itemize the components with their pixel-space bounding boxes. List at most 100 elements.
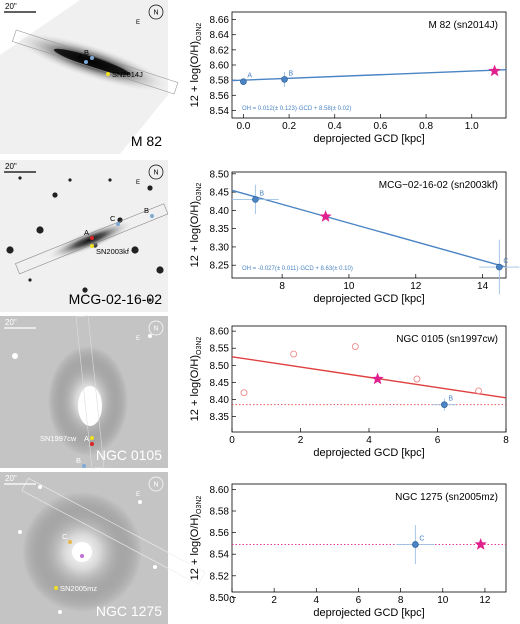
y-tick-label: 8.55 xyxy=(210,344,230,355)
data-point xyxy=(281,76,288,83)
data-point-label: B xyxy=(289,70,294,77)
compass-east-label: E xyxy=(136,20,140,26)
x-tick-label: 1.0 xyxy=(465,121,479,132)
star xyxy=(18,530,22,534)
marker-label: A xyxy=(74,546,79,555)
data-point xyxy=(412,541,419,548)
x-tick-label: 14 xyxy=(477,281,489,292)
x-tick-label: 8 xyxy=(503,435,509,446)
star xyxy=(138,500,142,504)
slit xyxy=(15,203,169,275)
chart-title: M 82 (sn2014J) xyxy=(429,20,498,31)
marker-label: A xyxy=(78,52,83,61)
chart-2: 8 10 12 14 8.25 8.30 8.35 8.40 8.45 8.50 deproject… xyxy=(189,169,520,305)
open-point xyxy=(413,375,421,383)
star xyxy=(18,176,22,180)
data-point-label: C xyxy=(503,258,508,265)
marker-a xyxy=(84,60,88,64)
y-tick-label: 8.45 xyxy=(210,378,230,389)
x-tick-label: 12 xyxy=(410,281,422,292)
marker-label: A xyxy=(84,228,89,237)
image-mask xyxy=(120,95,168,154)
star xyxy=(12,353,18,359)
y-axis-label: 12 + log(O/H)O3N2 xyxy=(189,496,203,581)
compass-north-label: N xyxy=(154,170,159,177)
data-point xyxy=(252,196,259,203)
star xyxy=(153,565,157,569)
compass-north-label: N xyxy=(154,326,159,333)
data-point xyxy=(240,78,247,85)
supernova-star-icon xyxy=(474,538,487,550)
y-axis-label: 12 + log(O/H)O3N2 xyxy=(189,337,203,422)
x-tick-label: 12 xyxy=(479,595,491,606)
chart-3: 0 2 4 6 8 8.35 8.40 8.45 8.50 8.55 8.60 deprojected… xyxy=(189,325,509,459)
compass-east-label: E xyxy=(136,492,140,498)
x-tick-label: 0.4 xyxy=(328,121,342,132)
data-point xyxy=(496,263,503,271)
chart-title: NGC 0105 (sn1997cw) xyxy=(396,334,498,345)
plot-frame xyxy=(231,171,507,279)
y-tick-label: 8.50 xyxy=(210,169,230,180)
y-tick-label: 8.64 xyxy=(210,30,230,41)
marker-label: C xyxy=(62,532,68,541)
data-point-label: C xyxy=(419,535,424,542)
x-tick-label: 6 xyxy=(435,435,441,446)
galaxy-label: NGC 0105 xyxy=(96,447,162,463)
open-point xyxy=(240,389,248,397)
data-point xyxy=(441,401,448,408)
x-axis-label: deprojected GCD [kpc] xyxy=(313,133,424,145)
y-tick-label: 8.50 xyxy=(210,593,230,604)
x-tick-label: 0 xyxy=(229,435,235,446)
marker-c xyxy=(116,222,120,226)
x-axis-label: deprojected GCD [kpc] xyxy=(313,447,424,459)
y-tick-label: 8.52 xyxy=(210,571,230,582)
galaxy-core xyxy=(78,386,102,426)
marker-sn2003kf xyxy=(90,244,94,248)
compass-east-label: E xyxy=(136,180,140,186)
slit xyxy=(75,315,105,469)
x-axis-label: deprojected GCD [kpc] xyxy=(313,293,424,305)
marker-a xyxy=(90,442,94,446)
x-tick-label: 4 xyxy=(366,435,372,446)
marker-label: B xyxy=(144,206,149,215)
x-tick-label: 8 xyxy=(398,595,404,606)
supernova-star-icon xyxy=(319,210,332,222)
y-tick-label: 8.50 xyxy=(210,361,230,372)
galaxy-label: NGC 1275 xyxy=(96,603,162,619)
marker-label: SN2005mz xyxy=(60,584,97,593)
y-tick-label: 8.62 xyxy=(210,45,230,56)
galaxy-image-1: 20" N E BA SN2014J M 82 xyxy=(0,0,179,154)
open-point xyxy=(290,350,298,358)
x-tick-label: 0.2 xyxy=(282,121,296,132)
plot-frame xyxy=(231,483,507,593)
x-tick-label: 0.0 xyxy=(236,121,250,132)
y-tick-label: 8.30 xyxy=(210,242,230,253)
open-point xyxy=(351,343,359,350)
marker-label: A xyxy=(84,434,89,443)
marker-label: SN2014J xyxy=(112,70,143,79)
marker-sn2005mz xyxy=(54,586,58,590)
marker-label: B xyxy=(76,456,81,465)
y-tick-label: 8.60 xyxy=(210,61,230,72)
supernova-star-icon xyxy=(488,64,501,77)
fit-equation: OH = -0.027(± 0.011)·GCD + 8.63(± 0.10) xyxy=(242,266,353,272)
star xyxy=(117,217,123,223)
y-tick-label: 8.56 xyxy=(210,528,230,539)
marker-b xyxy=(82,464,86,468)
marker-label: B xyxy=(84,48,89,57)
x-tick-label: 0 xyxy=(229,595,235,606)
marker-a xyxy=(90,236,94,240)
star xyxy=(82,287,88,293)
y-tick-label: 8.56 xyxy=(210,91,230,102)
star xyxy=(68,178,72,182)
chart-title: NGC 1275 (sn2005mz) xyxy=(395,492,498,503)
y-tick-label: 8.60 xyxy=(210,327,230,338)
scale-bar-label: 20" xyxy=(5,162,17,171)
x-tick-label: 0.8 xyxy=(419,121,433,132)
y-tick-label: 8.54 xyxy=(210,550,230,561)
compass-icon xyxy=(148,476,164,492)
fit-equation: OH = 0.012(± 0.123)·GCD + 8.58(± 0.02) xyxy=(242,106,351,112)
galaxy-image-2: 20" N E A C B SN2003kf MCG-02-16-02 xyxy=(0,160,169,312)
y-axis-label: 12 + log(O/H)O3N2 xyxy=(189,183,203,268)
x-tick-label: 10 xyxy=(343,281,355,292)
